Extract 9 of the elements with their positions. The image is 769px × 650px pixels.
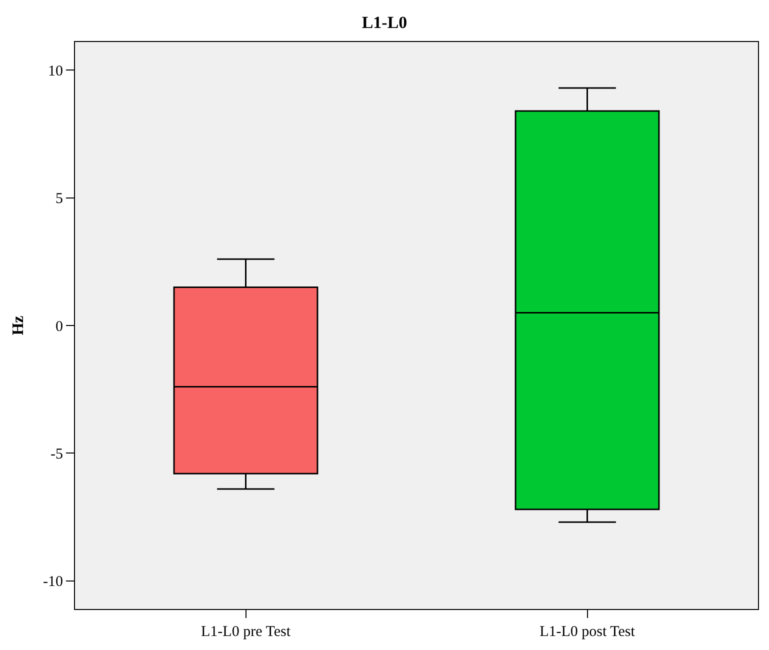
y-axis-title: Hz <box>10 316 27 336</box>
y-tick-label: 0 <box>56 318 63 335</box>
y-tick-label: 5 <box>56 191 63 208</box>
y-tick-label: -5 <box>50 446 63 462</box>
x-tick-label: L1-L0 pre Test <box>201 624 292 640</box>
chart-title: L1-L0 <box>362 13 408 32</box>
y-tick-label: -10 <box>43 574 63 590</box>
y-tick-label: 10 <box>48 63 63 80</box>
x-tick-label: L1-L0 post Test <box>540 624 636 640</box>
